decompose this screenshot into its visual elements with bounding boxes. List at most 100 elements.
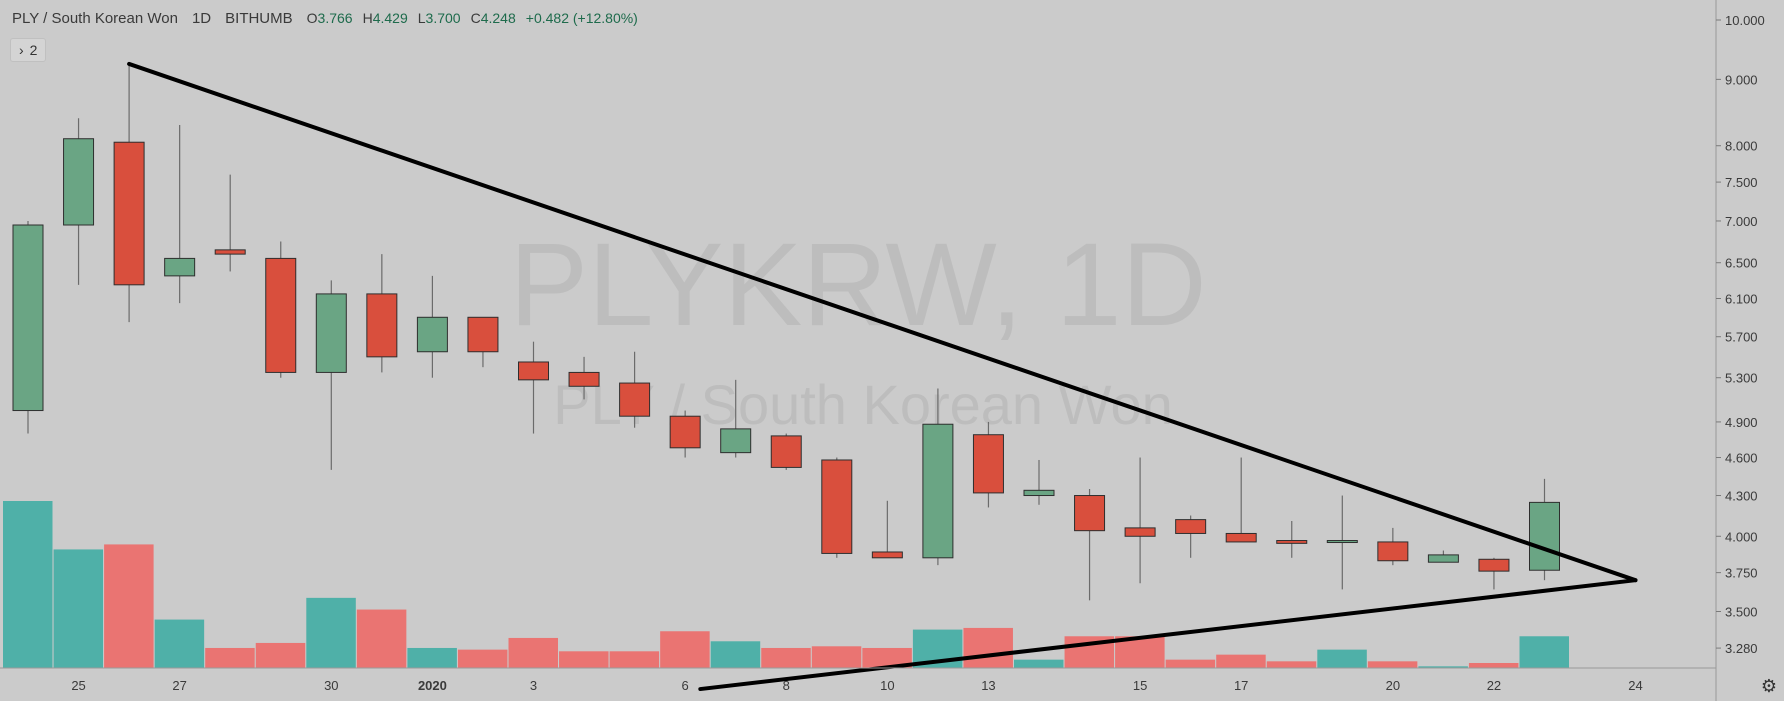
volume-bar [1468, 662, 1519, 668]
trendline-upper[interactable] [127, 61, 1638, 583]
candle[interactable] [63, 138, 95, 226]
price-axis[interactable] [1716, 0, 1784, 701]
time-tick-label: 2020 [418, 678, 447, 693]
candle[interactable] [366, 293, 398, 358]
exchange-label: BITHUMB [225, 10, 293, 27]
time-tick-label: 6 [682, 678, 689, 693]
volume-bar [1317, 649, 1367, 668]
candle[interactable] [720, 428, 752, 454]
price-tick-label: 3.500 [1725, 605, 1758, 620]
price-tick-label: 4.900 [1725, 415, 1758, 430]
candle[interactable] [922, 423, 954, 559]
volume-bar [660, 631, 710, 668]
volume-bar [862, 647, 912, 668]
volume-bar [154, 619, 205, 668]
volume-bar [407, 647, 457, 668]
time-tick-label: 20 [1386, 678, 1400, 693]
candle[interactable] [619, 382, 651, 417]
price-tick-label: 4.000 [1725, 529, 1758, 544]
candle[interactable] [113, 141, 145, 286]
candle[interactable] [1023, 489, 1055, 497]
volume-bar [1367, 661, 1418, 668]
time-tick-label: 30 [324, 678, 338, 693]
candle[interactable] [1074, 495, 1106, 532]
time-tick-label: 22 [1487, 678, 1501, 693]
ohlc-low: L3.700 [417, 10, 461, 26]
candle[interactable] [871, 551, 903, 559]
timeframe-label[interactable]: 1D [191, 10, 212, 27]
candle[interactable] [770, 435, 802, 468]
volume-bar [104, 544, 154, 668]
volume-bar [710, 641, 761, 668]
volume-bar [559, 651, 609, 668]
ohlc-close: C4.248 [470, 10, 516, 26]
candle[interactable] [1529, 501, 1560, 571]
volume-bar [1519, 636, 1569, 668]
volume-bar [1165, 659, 1216, 668]
candle[interactable] [1427, 554, 1459, 563]
candle[interactable] [1124, 527, 1156, 537]
volume-bar [255, 642, 306, 668]
volume-bar [508, 637, 558, 668]
gear-icon[interactable]: ⚙ [1760, 675, 1778, 696]
candle[interactable] [467, 316, 499, 353]
volume-bar [1266, 661, 1317, 668]
watermark-ticker: PLYKRW, 1D [509, 219, 1206, 351]
volume-bar [53, 549, 104, 668]
candle[interactable] [518, 361, 549, 381]
time-tick-label: 13 [981, 678, 995, 693]
price-tick-label: 5.300 [1725, 371, 1758, 386]
price-tick-label: 3.750 [1725, 566, 1758, 581]
price-tick-label: 7.000 [1725, 214, 1758, 229]
candle[interactable] [1478, 558, 1510, 572]
candle[interactable] [265, 257, 297, 373]
price-tick-label: 4.600 [1725, 451, 1758, 466]
candle[interactable] [1326, 540, 1358, 544]
price-tick-label: 6.100 [1725, 292, 1758, 307]
candle[interactable] [416, 316, 448, 353]
candle[interactable] [1175, 519, 1207, 534]
candle[interactable] [568, 371, 600, 387]
candle[interactable] [1225, 532, 1257, 543]
symbol-header: PLY / South Korean Won 1D BITHUMB O3.766… [12, 10, 638, 27]
time-tick-label: 24 [1628, 678, 1642, 693]
price-tick-label: 5.700 [1725, 330, 1758, 345]
volume-bar [761, 647, 811, 668]
time-tick-label: 10 [880, 678, 894, 693]
candle[interactable] [164, 257, 196, 277]
chevron-right-icon: › [19, 42, 24, 58]
candle[interactable] [315, 293, 347, 373]
symbol-name[interactable]: PLY / South Korean Won [12, 10, 178, 27]
volume-bar [3, 501, 53, 668]
volume-bar [306, 597, 356, 668]
candle[interactable] [821, 459, 853, 554]
ohlc-high: H4.429 [362, 10, 408, 26]
candle[interactable] [1377, 541, 1409, 562]
volume-bar [1216, 654, 1266, 668]
price-tick-label: 10.000 [1725, 13, 1765, 28]
candle[interactable] [669, 415, 701, 449]
time-tick-label: 3 [530, 678, 537, 693]
volume-bar [1014, 659, 1064, 668]
volume-bar [811, 646, 862, 668]
price-tick-label: 9.000 [1725, 72, 1758, 87]
time-tick-label: 25 [71, 678, 85, 693]
candle[interactable] [12, 224, 44, 412]
indicators-toggle-button[interactable]: › 2 [10, 38, 47, 62]
price-tick-label: 4.300 [1725, 489, 1758, 504]
candle[interactable] [972, 434, 1004, 494]
volume-bar [1418, 666, 1468, 668]
price-change: +0.482 (+12.80%) [525, 10, 638, 26]
candle[interactable] [214, 249, 246, 255]
volume-bar [356, 609, 407, 668]
volume-bar [609, 651, 660, 668]
trendline-lower[interactable] [698, 578, 1638, 692]
candle[interactable] [1276, 540, 1308, 544]
volume-bar [457, 649, 508, 668]
time-tick-label: 17 [1234, 678, 1248, 693]
time-tick-label: 27 [172, 678, 186, 693]
time-tick-label: 15 [1133, 678, 1147, 693]
ohlc-open: O3.766 [306, 10, 353, 26]
